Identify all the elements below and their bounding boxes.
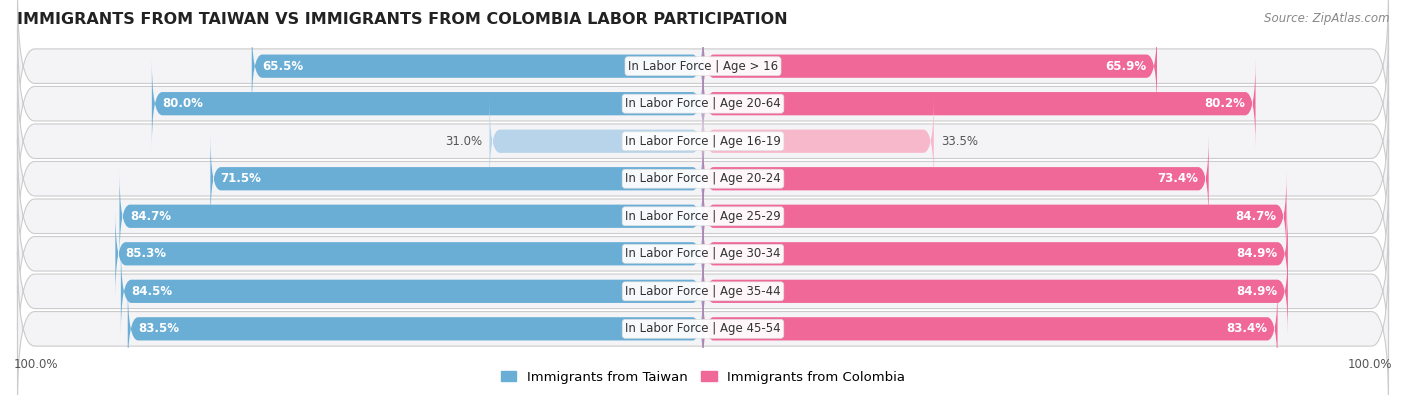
Text: IMMIGRANTS FROM TAIWAN VS IMMIGRANTS FROM COLOMBIA LABOR PARTICIPATION: IMMIGRANTS FROM TAIWAN VS IMMIGRANTS FRO… bbox=[17, 12, 787, 27]
Text: 65.9%: 65.9% bbox=[1105, 60, 1147, 73]
FancyBboxPatch shape bbox=[252, 21, 703, 111]
Text: In Labor Force | Age 30-34: In Labor Force | Age 30-34 bbox=[626, 247, 780, 260]
Text: 33.5%: 33.5% bbox=[941, 135, 977, 148]
FancyBboxPatch shape bbox=[120, 171, 703, 261]
FancyBboxPatch shape bbox=[489, 96, 703, 186]
FancyBboxPatch shape bbox=[703, 134, 1209, 224]
FancyBboxPatch shape bbox=[703, 59, 1256, 149]
Text: 80.2%: 80.2% bbox=[1205, 97, 1246, 110]
Text: In Labor Force | Age > 16: In Labor Force | Age > 16 bbox=[628, 60, 778, 73]
Text: Source: ZipAtlas.com: Source: ZipAtlas.com bbox=[1264, 12, 1389, 25]
FancyBboxPatch shape bbox=[17, 215, 1389, 368]
Text: 84.9%: 84.9% bbox=[1236, 285, 1278, 298]
FancyBboxPatch shape bbox=[17, 0, 1389, 143]
FancyBboxPatch shape bbox=[17, 102, 1389, 255]
FancyBboxPatch shape bbox=[17, 252, 1389, 395]
Text: 73.4%: 73.4% bbox=[1157, 172, 1198, 185]
Text: 85.3%: 85.3% bbox=[125, 247, 167, 260]
Legend: Immigrants from Taiwan, Immigrants from Colombia: Immigrants from Taiwan, Immigrants from … bbox=[495, 365, 911, 389]
FancyBboxPatch shape bbox=[17, 65, 1389, 218]
FancyBboxPatch shape bbox=[703, 209, 1288, 299]
FancyBboxPatch shape bbox=[121, 246, 703, 336]
Text: 84.9%: 84.9% bbox=[1236, 247, 1278, 260]
Text: In Labor Force | Age 25-29: In Labor Force | Age 25-29 bbox=[626, 210, 780, 223]
FancyBboxPatch shape bbox=[128, 284, 703, 374]
FancyBboxPatch shape bbox=[703, 171, 1286, 261]
Text: 71.5%: 71.5% bbox=[221, 172, 262, 185]
Text: 83.5%: 83.5% bbox=[138, 322, 179, 335]
Text: In Labor Force | Age 20-64: In Labor Force | Age 20-64 bbox=[626, 97, 780, 110]
FancyBboxPatch shape bbox=[152, 59, 703, 149]
FancyBboxPatch shape bbox=[703, 21, 1157, 111]
FancyBboxPatch shape bbox=[703, 246, 1288, 336]
FancyBboxPatch shape bbox=[115, 209, 703, 299]
Text: 84.5%: 84.5% bbox=[131, 285, 173, 298]
Text: In Labor Force | Age 20-24: In Labor Force | Age 20-24 bbox=[626, 172, 780, 185]
FancyBboxPatch shape bbox=[17, 140, 1389, 293]
Text: 65.5%: 65.5% bbox=[262, 60, 304, 73]
Text: 100.0%: 100.0% bbox=[1347, 358, 1392, 371]
Text: In Labor Force | Age 16-19: In Labor Force | Age 16-19 bbox=[626, 135, 780, 148]
FancyBboxPatch shape bbox=[17, 177, 1389, 330]
FancyBboxPatch shape bbox=[703, 96, 934, 186]
FancyBboxPatch shape bbox=[211, 134, 703, 224]
FancyBboxPatch shape bbox=[17, 27, 1389, 180]
Text: In Labor Force | Age 35-44: In Labor Force | Age 35-44 bbox=[626, 285, 780, 298]
Text: In Labor Force | Age 45-54: In Labor Force | Age 45-54 bbox=[626, 322, 780, 335]
Text: 100.0%: 100.0% bbox=[14, 358, 59, 371]
FancyBboxPatch shape bbox=[703, 284, 1278, 374]
Text: 83.4%: 83.4% bbox=[1226, 322, 1267, 335]
Text: 84.7%: 84.7% bbox=[129, 210, 170, 223]
Text: 80.0%: 80.0% bbox=[162, 97, 202, 110]
Text: 84.7%: 84.7% bbox=[1236, 210, 1277, 223]
Text: 31.0%: 31.0% bbox=[446, 135, 482, 148]
